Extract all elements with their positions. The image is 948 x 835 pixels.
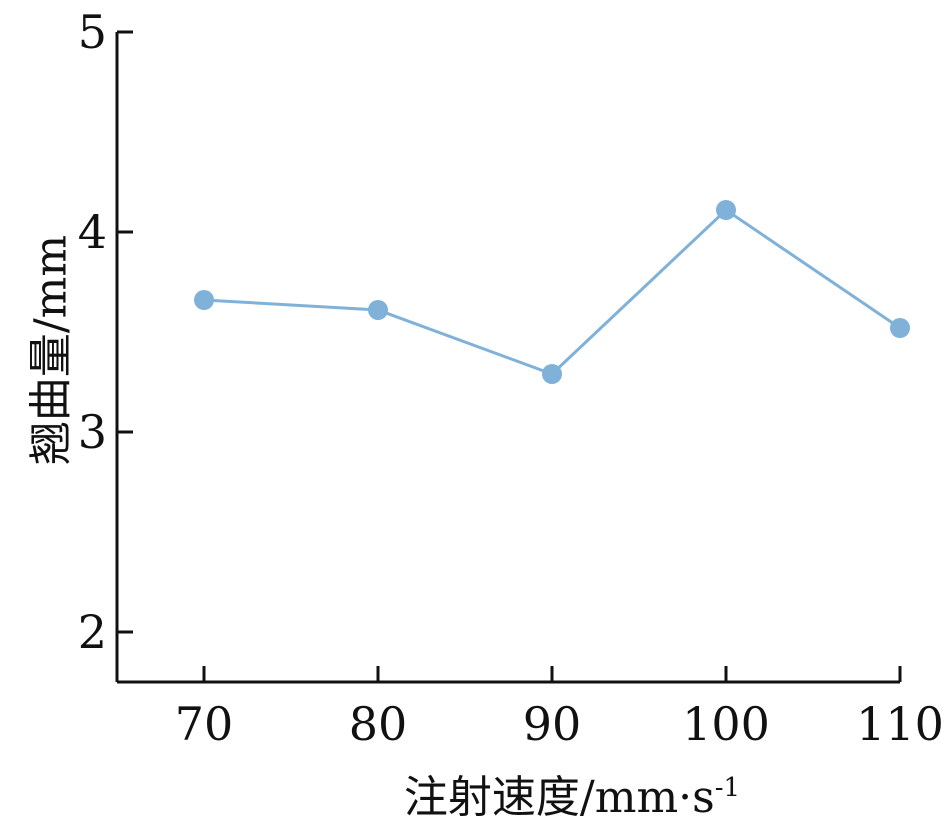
- data-point-100: [716, 200, 736, 220]
- series-layer: [194, 200, 910, 384]
- x-axis-title: 注射速度/mm·s-1: [404, 772, 740, 823]
- y-tick-label-3: 3: [78, 405, 107, 459]
- x-ticks: 70 80 90 100 110: [175, 666, 944, 751]
- x-axis-title-main: 注射速度/mm·s: [404, 772, 715, 823]
- y-tick-label-2: 2: [78, 605, 107, 659]
- data-point-80: [368, 300, 388, 320]
- series-line-0: [203, 208, 901, 376]
- x-tick-label-110: 110: [856, 697, 944, 751]
- x-tick-label-100: 100: [682, 697, 770, 751]
- y-tick-label-5: 5: [78, 5, 107, 59]
- x-tick-label-70: 70: [175, 697, 234, 751]
- y-axis-title: 翘曲量/mm: [26, 235, 77, 465]
- data-point-110: [890, 318, 910, 338]
- x-axis-title-superscript: -1: [715, 773, 740, 803]
- data-point-70: [194, 290, 214, 310]
- x-tick-label-80: 80: [349, 697, 408, 751]
- y-ticks: 2 3 4 5: [78, 5, 133, 659]
- data-point-90: [542, 364, 562, 384]
- x-tick-label-90: 90: [523, 697, 582, 751]
- y-tick-label-4: 4: [78, 205, 107, 259]
- axes: [115, 32, 900, 684]
